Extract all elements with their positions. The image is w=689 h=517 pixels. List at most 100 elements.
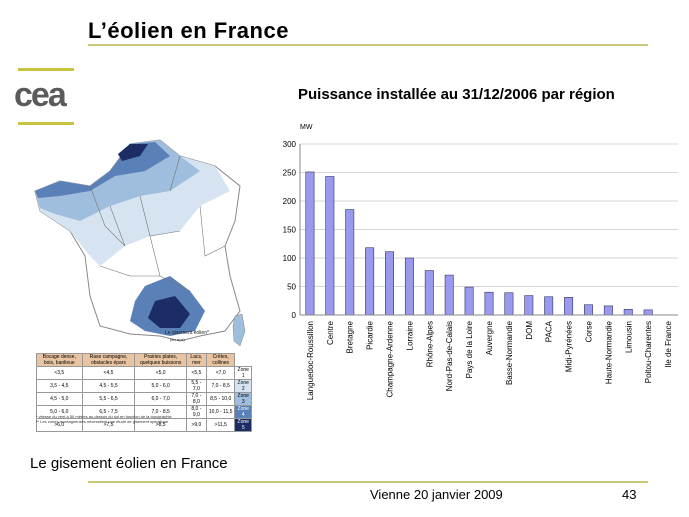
bar [385, 251, 395, 316]
legend-cell: 3,5 - 4,5 [36, 379, 83, 393]
chart-grid [300, 143, 678, 316]
logo-text: cea [14, 76, 67, 114]
x-tick-label: Rhône-Alpes [425, 321, 434, 367]
x-tick-label: Bretagne [346, 320, 355, 353]
bar [643, 309, 653, 316]
bar [444, 274, 454, 316]
legend-footnote: * vitesse du vent à 50 mètres au-dessus … [36, 414, 172, 419]
legend-cell: 7,0 - 8,5 [205, 379, 236, 393]
x-tick-label: Languedoc-Roussillon [306, 321, 315, 400]
legend-footnotes: * vitesse du vent à 50 mètres au-dessus … [36, 414, 252, 424]
page-number: 43 [622, 487, 637, 502]
legend-zone-label: Zone 2 [234, 379, 252, 393]
legend-row: <3,5 <4,5 <5,0 <5,5 <7,0 Zone 1 [36, 366, 252, 380]
x-tick-label: Picardie [366, 320, 375, 349]
cea-logo: cea [14, 68, 78, 128]
legend-cell: 5,5 - 6,5 [81, 392, 136, 406]
legend-cell: 6,0 - 7,0 [134, 392, 187, 406]
x-axis-labels: Languedoc-Roussillon Centre Bretagne Picard… [306, 320, 673, 400]
x-tick-label: Auvergne [485, 320, 494, 355]
legend-zone-label: Zone 5 [234, 418, 252, 432]
title-divider [88, 44, 648, 46]
legend-row: 4,5 - 5,0 5,5 - 6,5 6,0 - 7,0 7,0 - 8,0 … [36, 392, 252, 406]
x-tick-label: Ile de France [664, 320, 673, 367]
legend-zone-label: Zone 3 [234, 392, 252, 406]
france-shape-zone5-north [118, 144, 148, 161]
y-tick-label: 250 [283, 169, 297, 178]
wind-legend-table: Bocage dense, bois, banlieue Rase campag… [36, 353, 252, 432]
slide-title: L’éolien en France [88, 18, 289, 43]
legend-header-cell: Lacs, mer [185, 353, 207, 367]
legend-cell: >11,5 [205, 418, 236, 432]
legend-cell: 7,0 - 8,0 [185, 392, 207, 406]
legend-cell: 4,5 - 5,0 [36, 392, 83, 406]
map-inset-label: Le gisement éolien* [165, 330, 209, 336]
bar [365, 247, 375, 316]
y-tick-label: 300 [283, 140, 297, 149]
y-tick-label: 50 [287, 283, 296, 292]
region-boundaries [89, 155, 226, 292]
bar [345, 209, 355, 316]
y-axis-label: MW [300, 124, 313, 131]
x-tick-label: PACA [545, 320, 554, 342]
footer-divider [88, 481, 648, 483]
bar [583, 304, 593, 316]
y-tick-label: 150 [283, 226, 297, 235]
x-tick-label: Midi-Pyrénées [565, 321, 574, 372]
bar [424, 270, 434, 316]
legend-cell: 5,5 - 7,0 [185, 379, 207, 393]
france-map-graphic: Le gisement éolien* (en m/s) [34, 139, 246, 347]
footer-text: Vienne 20 janvier 2009 [370, 487, 503, 502]
legend-cell: >8,5 [134, 418, 187, 432]
x-tick-label: Limousin [624, 321, 633, 353]
bar [484, 291, 494, 316]
legend-cell: 5,0 - 6,0 [134, 379, 187, 393]
legend-header-row: Bocage dense, bois, banlieue Rase campag… [36, 353, 252, 367]
bar [623, 309, 633, 316]
bar [404, 257, 414, 316]
x-tick-label: Haute-Normandie [604, 320, 613, 384]
bar [524, 295, 534, 316]
bar [564, 297, 574, 316]
legend-footnote: ** Les zones montagneuses nécessitent un… [36, 419, 169, 424]
installed-power-bar-chart: MW 0 50 100 150 200 250 300 Languedoc-Roussill… [283, 124, 678, 400]
chart-title: Puissance installée au 31/12/2006 par ré… [298, 86, 615, 103]
bar [325, 176, 335, 316]
legend-cell: <4,5 [81, 366, 136, 380]
legend-row: >6,0 >7,5 >8,5 >9,0 >11,5 Zone 5 [36, 418, 252, 432]
x-tick-label: Pays de la Loire [465, 320, 474, 378]
legend-header-spacer [235, 354, 252, 367]
x-tick-label: Champagne-Ardenne [386, 320, 395, 397]
legend-cell: 8,5 - 10,0 [205, 392, 236, 406]
legend-cell: <7,0 [205, 366, 236, 380]
x-tick-label: DOM [525, 321, 534, 340]
x-tick-label: Centre [326, 320, 335, 345]
legend-header-cell: Prairies plates, quelques buissons [134, 353, 187, 367]
legend-zone-label: Zone 1 [234, 366, 252, 380]
y-tick-label: 200 [283, 197, 297, 206]
legend-cell: <5,0 [134, 366, 187, 380]
legend-header-cell: Rase campagne, obstacles épars [81, 353, 136, 367]
logo-bottom-bar [18, 122, 74, 125]
legend-row: 3,5 - 4,5 4,5 - 5,5 5,0 - 6,0 5,5 - 7,0 … [36, 379, 252, 393]
x-tick-label: Corse [584, 320, 593, 342]
x-tick-label: Basse-Normandie [505, 320, 514, 385]
legend-cell: <3,5 [36, 366, 83, 380]
legend-header-cell: Crêtes, collines [205, 353, 236, 367]
bar [603, 305, 613, 316]
y-axis-ticks: 0 50 100 150 200 250 300 [283, 140, 297, 320]
legend-cell: <5,5 [185, 366, 207, 380]
bar [544, 296, 554, 316]
bar [464, 286, 474, 316]
map-inset-unit: (en m/s) [170, 337, 185, 342]
x-tick-label: Nord-Pas-de-Calais [445, 321, 454, 391]
y-tick-label: 0 [292, 311, 297, 320]
x-tick-label: Lorraine [405, 320, 414, 350]
bar [504, 292, 514, 316]
legend-cell: >9,0 [185, 418, 207, 432]
logo-top-bar [18, 68, 74, 71]
corsica [232, 313, 246, 347]
legend-zone-label: Zone 4 [234, 405, 252, 419]
bar [305, 171, 315, 316]
map-caption: Le gisement éolien en France [30, 455, 228, 472]
